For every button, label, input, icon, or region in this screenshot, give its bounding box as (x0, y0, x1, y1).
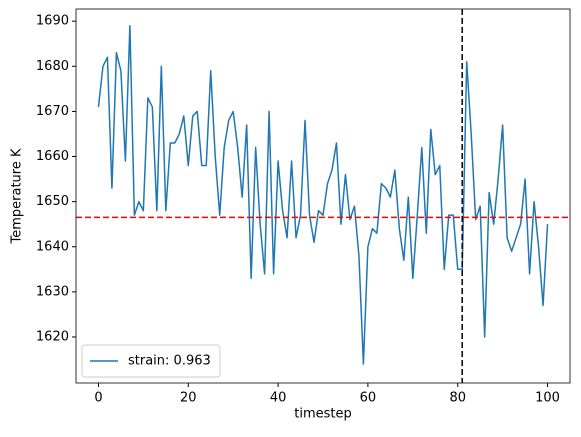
y-tick-label: 1640 (36, 239, 69, 254)
y-tick-label: 1680 (36, 59, 69, 74)
y-tick-label: 1650 (36, 194, 69, 209)
x-tick-label: 20 (180, 391, 197, 406)
y-axis-label: Temperature K (10, 148, 25, 244)
plot-frame (75, 8, 571, 384)
y-tick-label: 1620 (36, 329, 69, 344)
x-tick-label: 40 (270, 391, 287, 406)
y-tick-label: 1630 (36, 284, 69, 299)
x-tick-label: 80 (449, 391, 466, 406)
legend-label: strain: 0.963 (128, 354, 211, 369)
x-tick-label: 60 (360, 391, 377, 406)
x-axis-label: timestep (294, 407, 352, 422)
y-tick-label: 1670 (36, 104, 69, 119)
legend-box (81, 344, 221, 378)
x-tick-label: 100 (535, 391, 560, 406)
y-tick-label: 1690 (36, 14, 69, 29)
data-line (97, 24, 549, 365)
y-tick-label: 1660 (36, 149, 69, 164)
x-tick-label: 0 (94, 391, 102, 406)
